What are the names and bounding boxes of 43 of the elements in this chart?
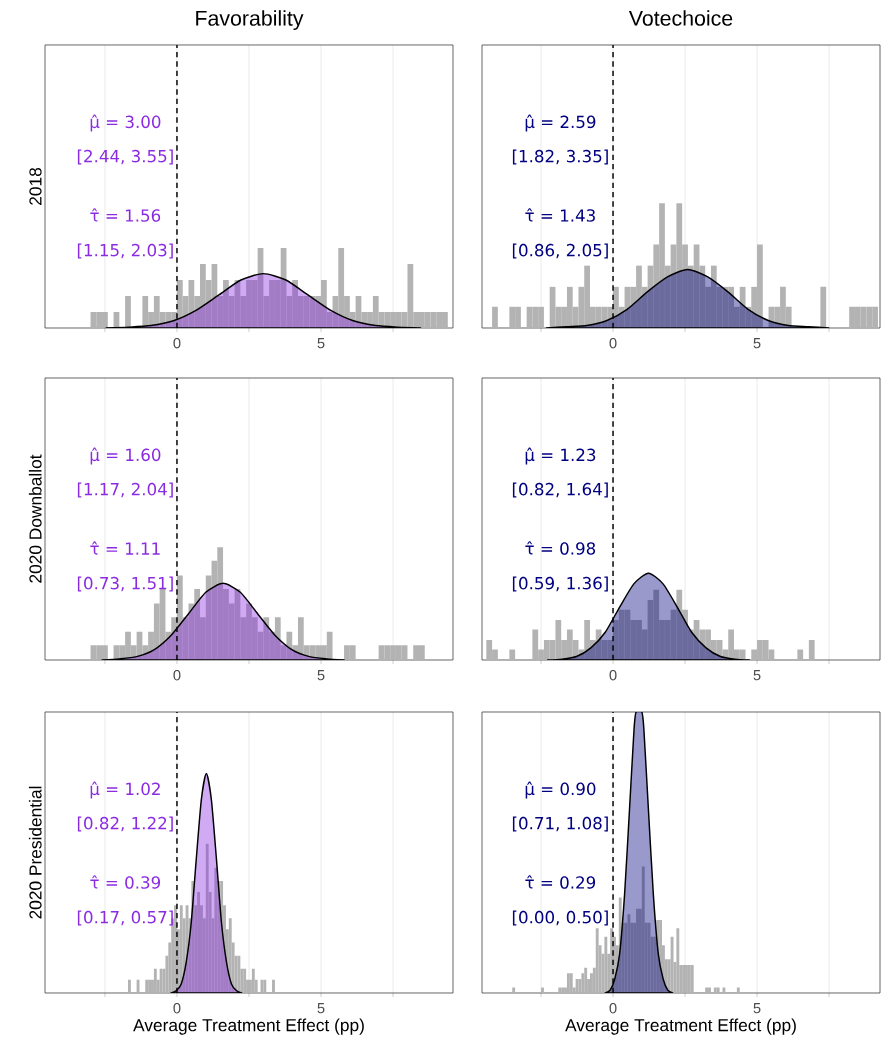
text: μ̂ = 1.23 <box>525 447 596 465</box>
annotation: [0.82, 1.22] <box>77 816 173 832</box>
x-tick-label: 5 <box>317 670 325 681</box>
text: τ̂ = 0.98 <box>525 541 596 555</box>
text: [2.44, 3.55] <box>77 149 173 165</box>
annotation: μ̂ = 0.90 <box>525 781 596 799</box>
text: μ̂ = 1.60 <box>90 447 161 465</box>
annotation: [1.15, 2.03] <box>77 243 173 259</box>
x-tick-label: 5 <box>753 1003 761 1014</box>
x-tick-label: 5 <box>317 338 325 349</box>
x-tick-label: 5 <box>317 1003 325 1014</box>
text: μ̂ = 2.59 <box>525 114 596 132</box>
chart-title: Votechoice <box>628 10 733 26</box>
text: [1.82, 3.35] <box>512 149 608 165</box>
annotation: [0.71, 1.08] <box>512 816 608 832</box>
x-tick-label: 0 <box>609 338 617 349</box>
text: μ̂ = 3.00 <box>90 114 161 132</box>
chart-title: Favorability <box>196 10 304 31</box>
x-axis-title: Average Treatment Effect (pp) <box>565 1018 796 1035</box>
y-axis-title: 2018 <box>29 167 42 205</box>
x-tick-label: 5 <box>753 338 761 349</box>
text: τ̂ = 1.56 <box>90 208 161 222</box>
x-tick-label: 0 <box>173 338 181 349</box>
annotation: [0.73, 1.51] <box>77 576 173 592</box>
annotation: τ̂ = 1.11 <box>90 541 160 555</box>
y-axis-title: 2020 Downballot <box>28 454 42 583</box>
x-tick-label: 0 <box>173 1003 181 1014</box>
x-tick-label: 0 <box>609 1003 617 1014</box>
x-axis-title: Average Treatment Effect (pp) <box>133 1018 364 1035</box>
text: [0.82, 1.64] <box>512 482 608 498</box>
annotation: [0.00, 0.50] <box>512 910 608 926</box>
annotation: τ̂ = 1.43 <box>525 208 595 222</box>
x-tick-label: 0 <box>609 670 617 681</box>
x-tick-label: 0 <box>173 670 181 681</box>
annotation: τ̂ = 0.39 <box>90 875 161 889</box>
text: [1.17, 2.04] <box>77 482 173 498</box>
annotation: [0.17, 0.57] <box>77 910 173 926</box>
annotation: [0.59, 1.36] <box>512 576 608 592</box>
x-tick-label: 5 <box>753 670 761 681</box>
annotation: [0.86, 2.05] <box>512 243 608 259</box>
annotation: μ̂ = 1.02 <box>90 781 160 799</box>
y-axis-title: 2020 Presidential <box>28 786 42 919</box>
annotation: τ̂ = 0.29 <box>525 875 596 889</box>
